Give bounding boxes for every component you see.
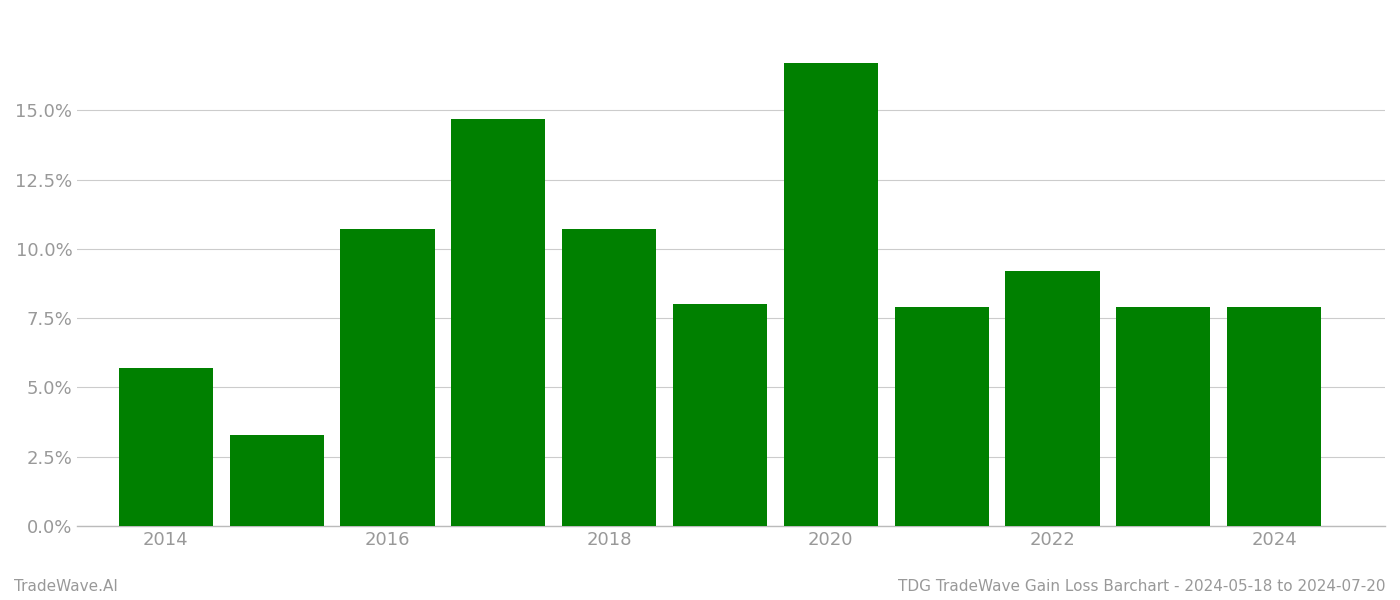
Bar: [1005, 271, 1099, 526]
Bar: [451, 119, 546, 526]
Bar: [673, 304, 767, 526]
Bar: [1116, 307, 1211, 526]
Text: TradeWave.AI: TradeWave.AI: [14, 579, 118, 594]
Bar: [230, 434, 323, 526]
Bar: [561, 229, 657, 526]
Bar: [119, 368, 213, 526]
Bar: [1226, 307, 1322, 526]
Bar: [784, 63, 878, 526]
Bar: [340, 229, 434, 526]
Bar: [895, 307, 988, 526]
Text: TDG TradeWave Gain Loss Barchart - 2024-05-18 to 2024-07-20: TDG TradeWave Gain Loss Barchart - 2024-…: [899, 579, 1386, 594]
